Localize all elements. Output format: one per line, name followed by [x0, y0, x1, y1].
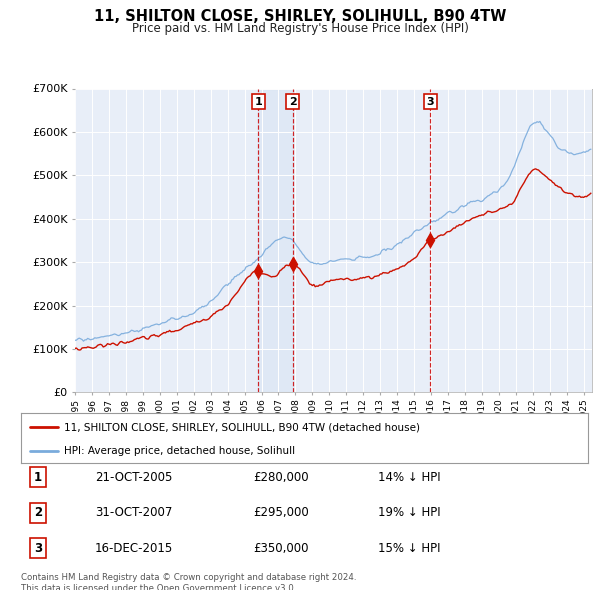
Text: 16-DEC-2015: 16-DEC-2015: [95, 542, 173, 555]
Text: £350,000: £350,000: [253, 542, 309, 555]
Text: 21-OCT-2005: 21-OCT-2005: [95, 471, 172, 484]
Text: 14% ↓ HPI: 14% ↓ HPI: [378, 471, 441, 484]
Text: 11, SHILTON CLOSE, SHIRLEY, SOLIHULL, B90 4TW (detached house): 11, SHILTON CLOSE, SHIRLEY, SOLIHULL, B9…: [64, 422, 419, 432]
Text: 11, SHILTON CLOSE, SHIRLEY, SOLIHULL, B90 4TW: 11, SHILTON CLOSE, SHIRLEY, SOLIHULL, B9…: [94, 9, 506, 24]
Text: 2: 2: [34, 506, 42, 519]
Bar: [259, 88, 293, 392]
Text: 2: 2: [289, 97, 296, 107]
Text: 1: 1: [34, 471, 42, 484]
Text: Price paid vs. HM Land Registry's House Price Index (HPI): Price paid vs. HM Land Registry's House …: [131, 22, 469, 35]
Text: £280,000: £280,000: [253, 471, 309, 484]
Text: Contains HM Land Registry data © Crown copyright and database right 2024.
This d: Contains HM Land Registry data © Crown c…: [21, 573, 356, 590]
Text: 19% ↓ HPI: 19% ↓ HPI: [378, 506, 441, 519]
Text: 15% ↓ HPI: 15% ↓ HPI: [378, 542, 441, 555]
Text: 3: 3: [427, 97, 434, 107]
Text: 1: 1: [254, 97, 262, 107]
Text: £295,000: £295,000: [253, 506, 309, 519]
Text: 3: 3: [34, 542, 42, 555]
Text: 31-OCT-2007: 31-OCT-2007: [95, 506, 172, 519]
Text: HPI: Average price, detached house, Solihull: HPI: Average price, detached house, Soli…: [64, 445, 295, 455]
